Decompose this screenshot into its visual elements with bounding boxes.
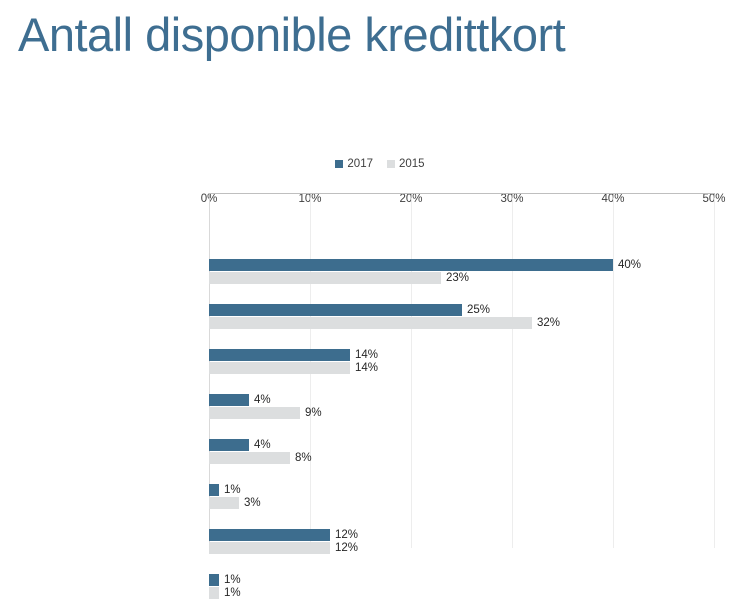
gridline [512,194,513,548]
bar-value-2017: 4% [254,394,271,406]
bar-2017 [209,349,350,361]
page-title: Antall disponible kredittkort [18,8,566,61]
bar-2017 [209,439,249,451]
plot-area: 1 kredittkort 40% 23% 2 kredittkort 25% … [209,193,715,599]
bar-value-2015: 12% [335,542,359,554]
bar-2015 [209,272,441,284]
bar-2017 [209,574,219,586]
bar-2015 [209,407,300,419]
bar-2017 [209,529,330,541]
axis-tick [209,193,210,198]
bar-value-2017: 25% [467,304,491,316]
bar-value-2015: 3% [244,497,261,509]
bar-2015 [209,317,532,329]
bar-2015 [209,362,350,374]
axis-tick [714,193,715,198]
bar-2015 [209,587,219,599]
bar-2017 [209,484,219,496]
bar-value-2015: 1% [224,587,241,599]
legend-swatch-2015 [387,160,395,168]
legend-item-2017[interactable]: 2017 [335,158,373,170]
axis-tick [613,193,614,198]
axis-tick [512,193,513,198]
gridline [714,194,715,548]
bar-value-2017: 14% [355,349,379,361]
axis-tick [411,193,412,198]
bar-2015 [209,452,290,464]
bar-value-2017: 1% [224,484,241,496]
axis-tick [310,193,311,198]
bar-2017 [209,394,249,406]
bar-2017 [209,304,462,316]
x-axis-line [209,193,715,194]
bar-value-2017: 12% [335,529,359,541]
bar-chart: 2017 2015 0% 10% 20% 30% 40% 50% 1 kredi… [0,140,730,599]
chart-legend: 2017 2015 [0,158,730,170]
bar-2017 [209,259,613,271]
bar-value-2017: 40% [618,259,642,271]
legend-label-2017: 2017 [347,158,373,170]
bar-value-2015: 8% [295,452,312,464]
bar-value-2015: 32% [537,317,561,329]
gridline [411,194,412,548]
bar-value-2015: 14% [355,362,379,374]
bar-value-2015: 9% [305,407,322,419]
bar-value-2017: 4% [254,439,271,451]
bar-value-2017: 1% [224,574,241,586]
legend-label-2015: 2015 [399,158,425,170]
legend-swatch-2017 [335,160,344,168]
bar-2015 [209,497,239,509]
bar-value-2015: 23% [446,272,470,284]
bar-2015 [209,542,330,554]
legend-item-2015[interactable]: 2015 [387,158,425,170]
gridline [613,194,614,548]
